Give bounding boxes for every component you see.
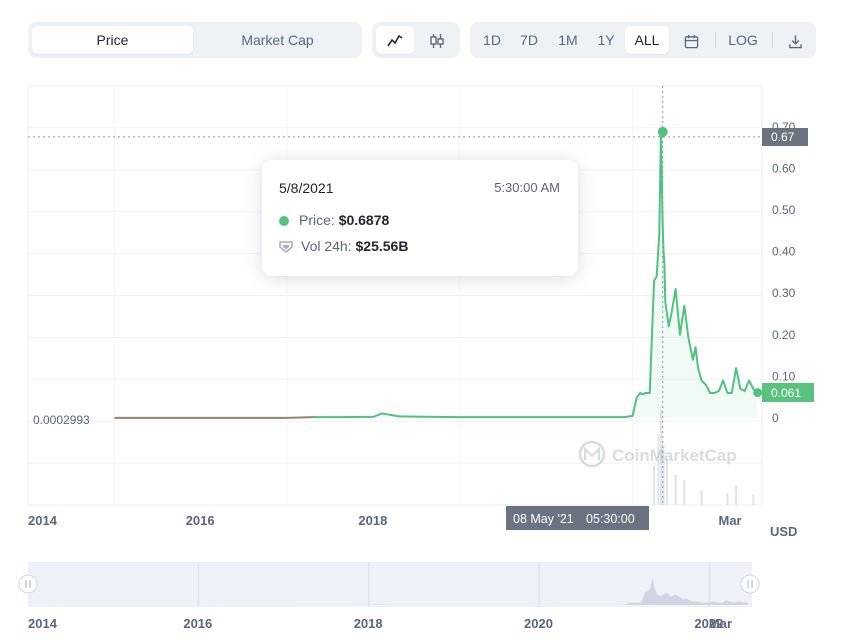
y-tick-label: 0.20	[772, 328, 796, 342]
volume-bar	[735, 485, 738, 505]
handle-knob	[740, 574, 760, 594]
market-cap-tab[interactable]: Market Cap	[241, 32, 314, 48]
calendar-icon	[684, 34, 698, 49]
last-price-point	[753, 388, 763, 398]
currency-label: USD	[770, 524, 797, 539]
x-tick-label: 2016	[186, 513, 215, 528]
navigator-left-handle[interactable]	[18, 574, 38, 594]
range-7d-button[interactable]: 7D	[520, 32, 538, 48]
log-scale-button[interactable]: LOG	[728, 32, 758, 48]
start-price-label: 0.0002993	[33, 413, 90, 427]
price-line-early	[114, 416, 313, 419]
tooltip-time: 5:30:00 AM	[494, 180, 560, 195]
price-area	[114, 131, 758, 419]
toolbar-divider	[772, 32, 773, 48]
crosshair	[28, 86, 763, 505]
watermark-text: CoinMarketCap	[612, 446, 737, 465]
date-range-button[interactable]	[676, 26, 706, 54]
navigator-window	[28, 562, 752, 607]
time-range-toolbar: 1D 7D 1M 1Y ALL LOG	[470, 22, 816, 58]
y-tick-label: 0.10	[772, 369, 796, 383]
candlestick-chart-button[interactable]	[418, 26, 456, 54]
tooltip-date: 5/8/2021	[279, 180, 334, 196]
price-tab[interactable]: Price	[32, 26, 193, 54]
volume-bar	[752, 495, 755, 505]
range-1m-button[interactable]: 1M	[558, 32, 578, 48]
line-chart-icon	[387, 35, 403, 47]
navigator-tick-label: 2020	[524, 616, 553, 631]
crosshair-x-badge	[506, 506, 649, 530]
line-chart-button[interactable]	[376, 26, 414, 54]
navigator-area	[113, 577, 748, 605]
crosshair-x-time: 05:30:00	[586, 512, 635, 526]
volume-bar	[662, 445, 665, 505]
toolbar-divider	[715, 32, 716, 48]
chart-type-toggle	[372, 22, 460, 58]
volume-bar	[659, 410, 662, 505]
crosshair-x-date: 08 May '21	[513, 512, 574, 526]
navigator-tick-label: 2018	[354, 616, 383, 631]
volume-icon	[279, 241, 293, 254]
navigator-tick-label: 2022	[694, 616, 723, 631]
crosshair-y-badge	[762, 128, 808, 146]
volume-bar	[666, 460, 669, 505]
handle-knob	[18, 574, 38, 594]
y-tick-label: 0.40	[772, 245, 796, 259]
axis-badges: 0.67 0.061 08 May '21 05:30:00	[506, 128, 814, 530]
volume-bar	[674, 475, 677, 505]
volume-bar	[700, 490, 703, 505]
y-tick-label: 0	[772, 411, 779, 425]
x-tick-label: 2014	[28, 513, 58, 528]
highlight-point	[657, 126, 668, 137]
download-icon	[788, 35, 802, 49]
volume-bar	[726, 493, 729, 505]
price-line	[114, 130, 759, 419]
tooltip-volume-row: Vol 24h: $25.56B	[279, 238, 408, 254]
volume-bar	[683, 480, 686, 505]
tooltip-volume-label: Vol 24h:	[301, 238, 352, 254]
range-1y-button[interactable]: 1Y	[597, 32, 615, 48]
candlestick-icon	[430, 34, 444, 49]
current-price-value: 0.061	[771, 386, 801, 400]
x-tick-label: Mar	[719, 513, 742, 528]
y-tick-label: 0.30	[772, 286, 796, 300]
volume-bars	[653, 410, 755, 505]
y-tick-label: 0.60	[772, 161, 796, 175]
current-price-badge	[762, 383, 814, 402]
tooltip-price-row: Price: $0.6878	[279, 212, 389, 228]
x-axis: 2014201620182020MarUSD	[28, 513, 797, 539]
y-axis: 00.100.200.300.400.500.600.700.0002993	[33, 120, 796, 427]
price-tooltip: 5/8/2021 5:30:00 AM Price: $0.6878 Vol 2…	[262, 160, 578, 276]
volume-bar	[657, 435, 660, 505]
x-tick-label: 2018	[358, 513, 387, 528]
price-marketcap-toggle: Price Market Cap	[28, 22, 362, 58]
crosshair-y-value: 0.67	[771, 130, 795, 144]
volume-bar	[653, 465, 656, 505]
tooltip-volume-value: $25.56B	[355, 238, 409, 254]
price-area-fill	[114, 131, 758, 419]
navigator-right-handle[interactable]	[740, 574, 760, 594]
download-button[interactable]	[780, 26, 810, 54]
navigator-tick-label: 2016	[183, 616, 212, 631]
navigator-tick-label: Mar	[709, 616, 732, 631]
chart-grid	[27, 85, 763, 506]
tooltip-price-label: Price:	[299, 212, 335, 228]
range-all-button[interactable]: ALL	[625, 26, 669, 54]
price-line-series	[312, 130, 759, 419]
range-1d-button[interactable]: 1D	[483, 32, 501, 48]
y-tick-label: 0.50	[772, 203, 796, 217]
navigator-tick-label: 2014	[28, 616, 58, 631]
tooltip-price-value: $0.6878	[338, 212, 390, 228]
coinmarketcap-watermark: CoinMarketCap	[578, 440, 737, 468]
price-dot-icon	[279, 216, 289, 227]
